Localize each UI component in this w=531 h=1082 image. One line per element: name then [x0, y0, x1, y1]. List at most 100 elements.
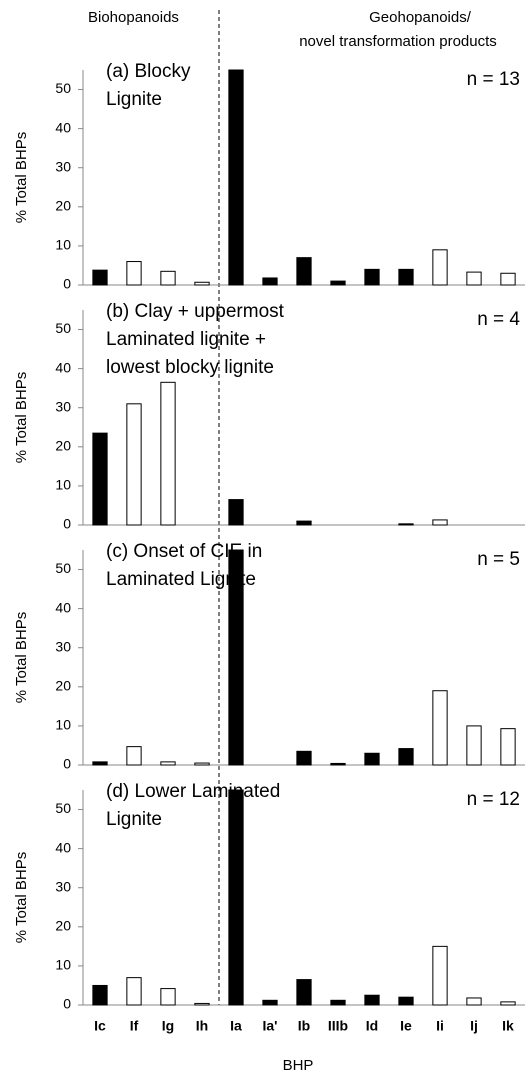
y-tick-label: 50 [55, 80, 71, 96]
bar [262, 277, 278, 286]
y-tick-label: 20 [55, 438, 71, 454]
bar [398, 748, 414, 766]
y-tick-label: 0 [63, 996, 71, 1012]
y-tick-label: 20 [55, 198, 71, 214]
y-tick-label: 0 [63, 516, 71, 532]
x-tick-label: Ib [298, 1018, 310, 1034]
y-tick-label: 40 [55, 839, 71, 855]
bar [330, 280, 346, 286]
bar [194, 762, 210, 766]
panel-title: lowest blocky lignite [106, 357, 274, 378]
y-axis-label: % Total BHPs [13, 852, 30, 943]
y-tick-label: 10 [55, 477, 71, 493]
bar [228, 69, 244, 286]
panel-title: Laminated Lignite [106, 569, 256, 590]
bar [432, 690, 448, 766]
x-tick-label: IIIb [328, 1018, 348, 1034]
bar [364, 994, 380, 1006]
bar [228, 549, 244, 766]
bar [194, 281, 210, 286]
bar [500, 728, 516, 766]
panel-title: Laminated lignite + [106, 329, 266, 350]
x-tick-label: Ic [94, 1018, 106, 1034]
bar [364, 268, 380, 286]
y-tick-label: 50 [55, 560, 71, 576]
bar [432, 249, 448, 286]
bar [126, 403, 142, 526]
x-tick-label: Id [366, 1018, 378, 1034]
bar [432, 945, 448, 1006]
panel-title: Lignite [106, 89, 162, 110]
y-tick-label: 40 [55, 119, 71, 135]
header-right: novel transformation products [299, 33, 497, 50]
header-left: Biohopanoids [88, 9, 179, 26]
x-tick-label: Ia' [262, 1018, 277, 1034]
bar [160, 270, 176, 286]
bar [228, 499, 244, 526]
panel-title: (d) Lower Laminated [106, 781, 280, 802]
bar [92, 984, 108, 1006]
y-tick-label: 20 [55, 918, 71, 934]
bar [398, 268, 414, 286]
bar [160, 381, 176, 526]
bar [500, 272, 516, 286]
bar [296, 257, 312, 286]
bar [126, 746, 142, 766]
y-axis-label: % Total BHPs [13, 132, 30, 223]
y-tick-label: 0 [63, 276, 71, 292]
panel-annotation: n = 12 [467, 789, 520, 810]
x-tick-label: Ie [400, 1018, 412, 1034]
panel-title: (c) Onset of CIE in [106, 541, 262, 562]
header-right: Geohopanoids/ [369, 9, 472, 26]
bar [296, 750, 312, 766]
bar [262, 999, 278, 1006]
y-tick-label: 40 [55, 359, 71, 375]
y-axis-label: % Total BHPs [13, 372, 30, 463]
x-tick-label: Ii [436, 1018, 444, 1034]
panel-title: (b) Clay + uppermost [106, 301, 285, 322]
y-tick-label: 50 [55, 320, 71, 336]
panel-title: (a) Blocky [106, 61, 191, 82]
x-tick-label: Ia [230, 1018, 242, 1034]
bar [500, 1001, 516, 1006]
panel-title: Lignite [106, 809, 162, 830]
panel-annotation: n = 5 [477, 549, 520, 570]
x-axis-label: BHP [283, 1057, 314, 1074]
bar [398, 523, 414, 526]
y-tick-label: 10 [55, 237, 71, 253]
bar [296, 979, 312, 1006]
y-tick-label: 20 [55, 678, 71, 694]
panel-annotation: n = 13 [467, 69, 520, 90]
x-tick-label: Ij [470, 1018, 478, 1034]
x-tick-label: Ig [162, 1018, 174, 1034]
y-tick-label: 30 [55, 398, 71, 414]
bar [92, 269, 108, 286]
panel-annotation: n = 4 [477, 309, 520, 330]
bar [330, 999, 346, 1006]
bar [126, 977, 142, 1006]
y-tick-label: 30 [55, 878, 71, 894]
bar [160, 761, 176, 766]
x-tick-label: Ik [502, 1018, 514, 1034]
y-axis-label: % Total BHPs [13, 612, 30, 703]
bar [466, 997, 482, 1006]
y-tick-label: 10 [55, 717, 71, 733]
x-tick-label: If [130, 1018, 139, 1034]
bar [92, 761, 108, 766]
bar [466, 271, 482, 286]
bar [92, 432, 108, 526]
bar [398, 996, 414, 1006]
bar [330, 762, 346, 766]
bar [364, 752, 380, 766]
bar [466, 725, 482, 766]
y-tick-label: 10 [55, 957, 71, 973]
y-tick-label: 30 [55, 638, 71, 654]
bar [296, 520, 312, 526]
y-tick-label: 50 [55, 800, 71, 816]
y-tick-label: 0 [63, 756, 71, 772]
bar [160, 988, 176, 1006]
bar [194, 1002, 210, 1006]
x-tick-label: Ih [196, 1018, 208, 1034]
